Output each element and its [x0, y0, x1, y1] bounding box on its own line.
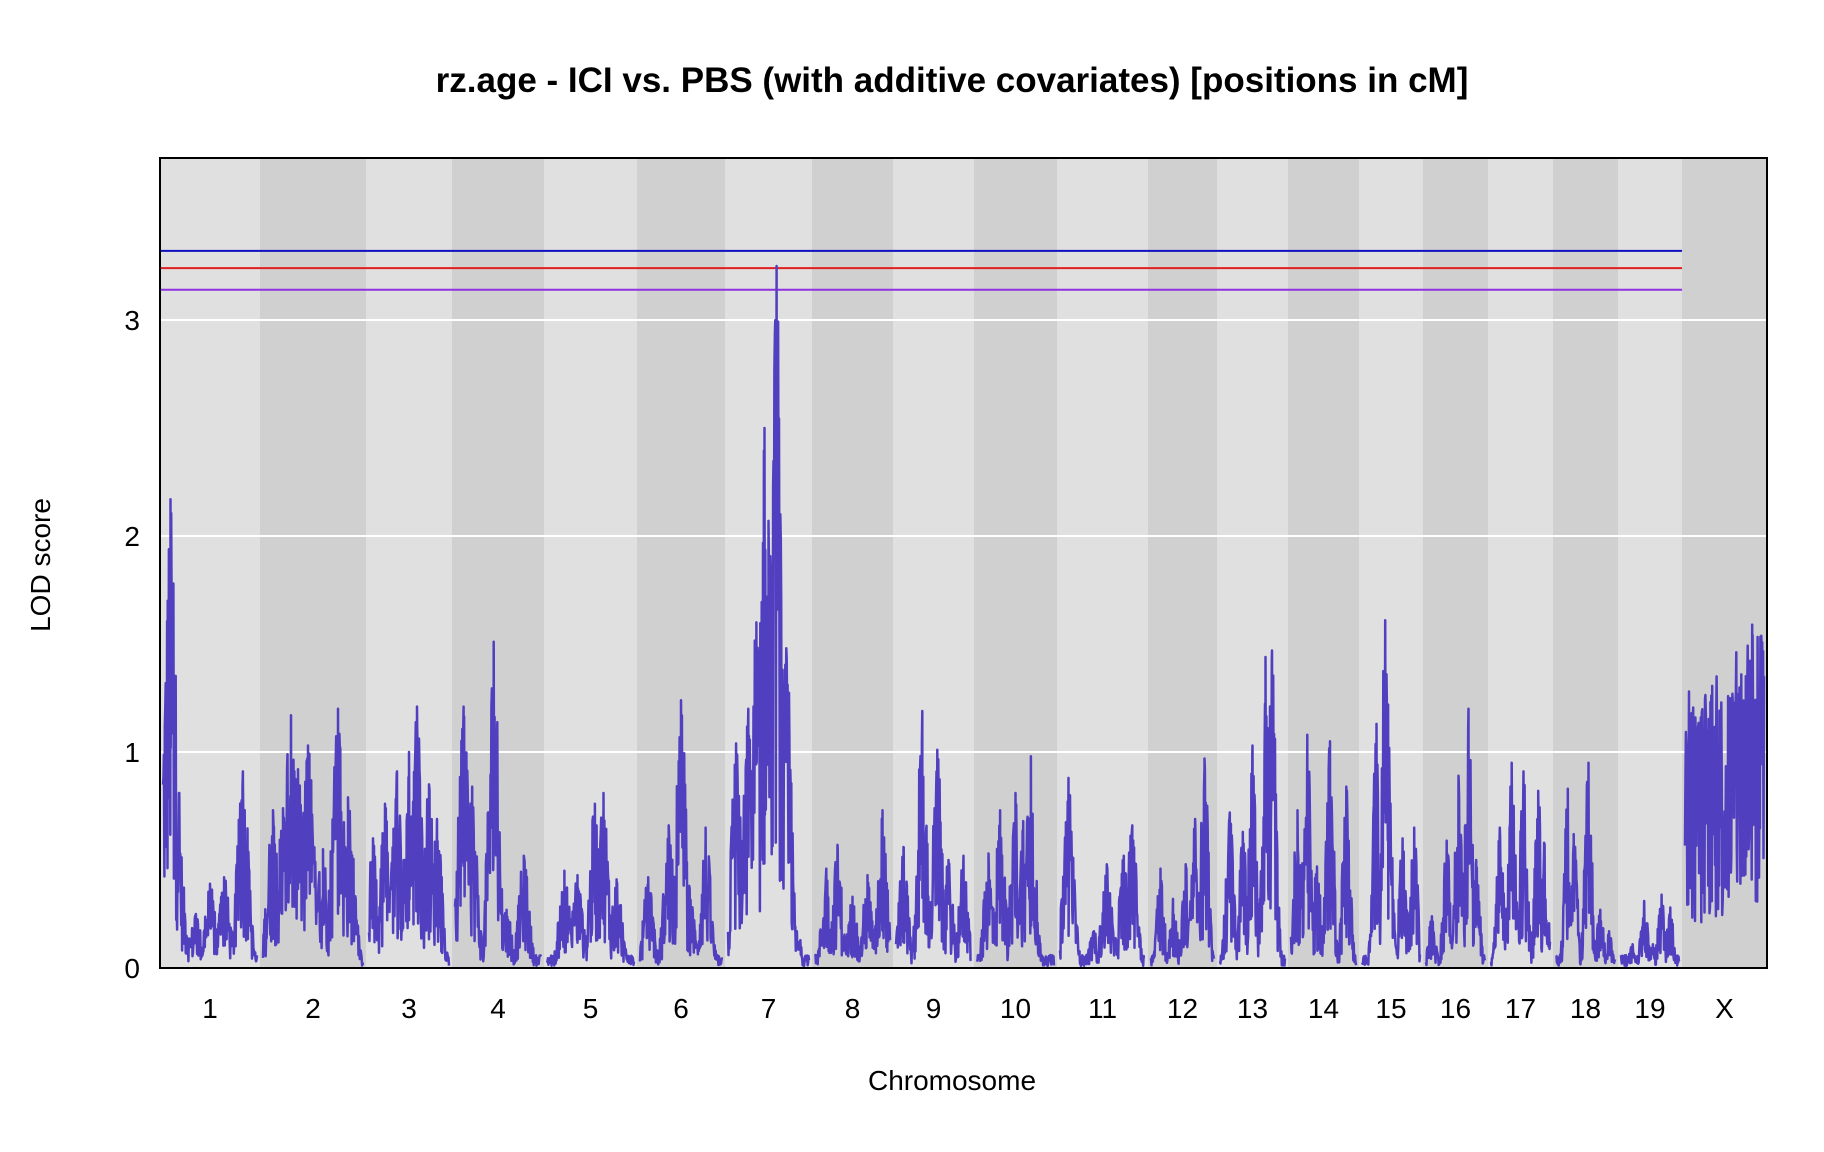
x-tick-label: 19 [1634, 993, 1665, 1024]
lod-trace-chr-7 [726, 264, 811, 968]
y-tick-label: 2 [124, 521, 140, 552]
x-tick-label: 8 [845, 993, 861, 1024]
lod-trace-chr-3 [367, 705, 451, 966]
x-tick-label: 12 [1167, 993, 1198, 1024]
x-tick-label: 1 [202, 993, 218, 1024]
lod-trace-chr-1 [161, 498, 259, 963]
y-tick-label: 3 [124, 305, 140, 336]
y-tick-label: 0 [124, 953, 140, 984]
chromosome-band-6 [637, 158, 725, 968]
lod-trace-chr-11 [1058, 776, 1146, 968]
x-axis: 1 2 3 4 5 6 7 8 9 10 11 12 13 14 15 16 17 18 19 X [202, 993, 1734, 1024]
lod-trace-chr-6 [638, 698, 724, 967]
chromosome-band-16 [1423, 158, 1488, 968]
x-tick-label: 17 [1505, 993, 1536, 1024]
lod-trace-chr-19 [1619, 893, 1681, 968]
lod-trace-chr-10 [975, 755, 1056, 968]
lod-trace-chr-13 [1218, 649, 1287, 967]
lod-trace-chr-8 [813, 809, 892, 966]
series-layer [161, 264, 1766, 968]
x-tick-label: 7 [761, 993, 777, 1024]
lod-trace-chr-12 [1149, 757, 1216, 967]
chart-title: rz.age - ICI vs. PBS (with additive cova… [436, 61, 1469, 100]
lod-trace-chr-17 [1489, 761, 1552, 967]
y-axis: 0 1 2 3 [124, 305, 140, 984]
lod-trace-chr-14 [1289, 733, 1358, 966]
x-tick-label: 4 [490, 993, 506, 1024]
lod-trace-chr-16 [1424, 707, 1487, 967]
y-axis-label: LOD score [25, 498, 56, 632]
plot-frame [159, 157, 1768, 969]
x-tick-label: 2 [305, 993, 321, 1024]
threshold-layer [160, 249, 1682, 291]
x-axis-label: Chromosome [868, 1065, 1036, 1096]
lod-trace-chr-2 [261, 707, 365, 967]
lod-trace-chr-9 [894, 709, 973, 965]
chromosome-band-8 [812, 158, 893, 968]
x-tick-label: 14 [1308, 993, 1339, 1024]
x-tick-label: 11 [1088, 993, 1117, 1024]
x-tick-label: 13 [1237, 993, 1268, 1024]
lod-trace-chr-18 [1555, 761, 1617, 967]
grid-layer [160, 319, 1767, 753]
y-tick-label: 1 [124, 737, 140, 768]
lod-trace-chr-4 [453, 640, 543, 967]
x-tick-label: 15 [1375, 993, 1406, 1024]
chromosome-band-5 [544, 158, 637, 968]
lod-trace-chr-x [1683, 623, 1766, 924]
lod-trace-chr-15 [1360, 618, 1422, 966]
x-tick-label: 10 [1000, 993, 1031, 1024]
x-tick-label: 18 [1570, 993, 1601, 1024]
x-tick-label: 9 [926, 993, 942, 1024]
x-tick-label: 6 [673, 993, 689, 1024]
x-tick-label: 3 [401, 993, 417, 1024]
chromosome-band-19 [1618, 158, 1682, 968]
x-tick-label: 16 [1440, 993, 1471, 1024]
x-tick-label: X [1715, 993, 1734, 1024]
lod-trace-chr-5 [545, 791, 636, 967]
x-tick-label: 5 [583, 993, 599, 1024]
